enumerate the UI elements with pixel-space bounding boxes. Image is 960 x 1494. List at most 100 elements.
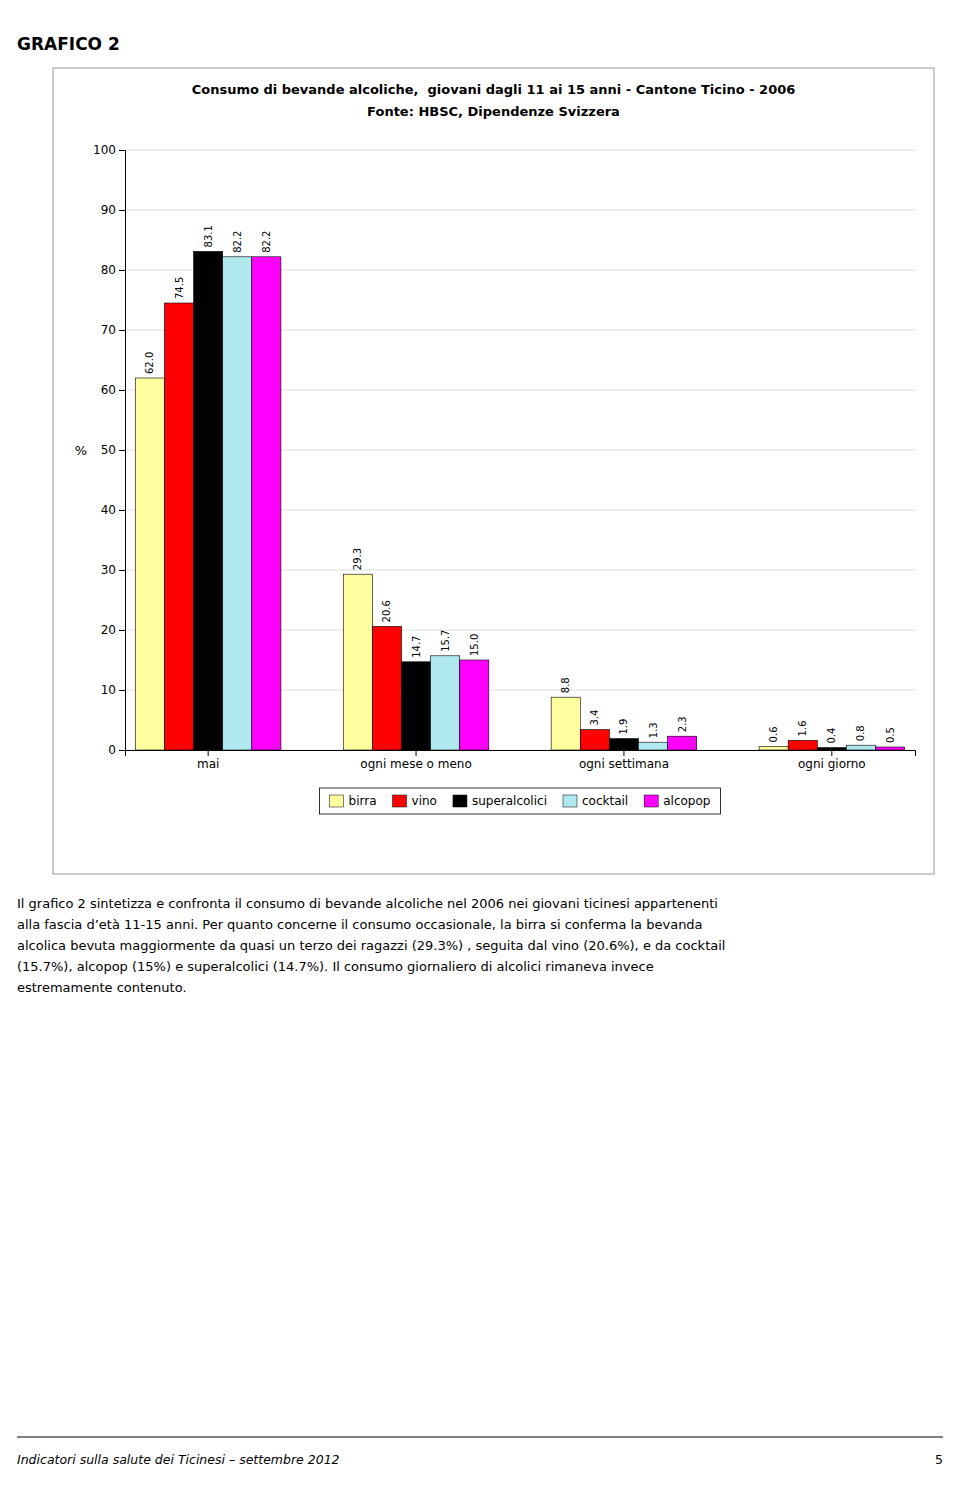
bar (252, 257, 281, 750)
body-text: Il grafico 2 sintetizza e confronta il c… (17, 896, 725, 995)
legend-item: superalcolici (453, 794, 547, 808)
data-label: 0.8 (855, 725, 866, 741)
data-label: 62.0 (144, 352, 155, 374)
y-tick-label: 50 (101, 443, 116, 457)
legend-item: vino (393, 794, 437, 808)
y-tick-mark (119, 750, 125, 751)
y-tick: 40 (101, 503, 125, 517)
data-label: 83.1 (203, 225, 214, 247)
bar (846, 745, 875, 750)
body-line: Il grafico 2 sintetizza e confronta il c… (17, 896, 718, 911)
bar (668, 736, 697, 750)
legend-item: birra (330, 794, 377, 808)
y-tick-label: 70 (101, 323, 116, 337)
bar-series (194, 251, 847, 750)
data-label: 74.5 (174, 277, 185, 299)
y-axis-line (119, 151, 126, 751)
grid-line (125, 210, 915, 211)
y-tick-label: 100 (93, 143, 116, 157)
legend-label: cocktail (582, 794, 628, 808)
y-tick: 90 (101, 203, 125, 217)
bar (135, 378, 164, 750)
y-tick: 100 (93, 143, 125, 157)
data-label: 14.7 (411, 636, 422, 658)
y-tick-mark (119, 270, 125, 271)
y-tick-label: 80 (101, 263, 116, 277)
bar (372, 626, 401, 750)
bar-series (223, 257, 876, 750)
y-axis: 0 10 20 30 40 50 60 70 80 90 100 (93, 143, 125, 757)
y-tick: 80 (101, 263, 125, 277)
y-tick: 20 (101, 623, 125, 637)
x-axis-line (126, 751, 916, 757)
y-axis-label: % (75, 443, 87, 458)
data-label: 82.2 (261, 231, 272, 253)
y-tick: 50 (101, 443, 125, 457)
y-tick-mark (119, 450, 125, 451)
bar (460, 660, 489, 750)
data-label: 29.3 (352, 548, 363, 570)
y-tick-label: 0 (108, 743, 116, 757)
y-tick: 0 (108, 743, 125, 757)
footer-text: Indicatori sulla salute dei Ticinesi – s… (17, 1452, 340, 1467)
data-label: 8.8 (560, 677, 571, 693)
bar (343, 574, 372, 750)
y-tick: 10 (101, 683, 125, 697)
legend-label: vino (412, 794, 437, 808)
legend-swatch (393, 795, 407, 807)
bar (639, 742, 668, 750)
bar (431, 656, 460, 750)
x-tick-label: mai (197, 757, 219, 771)
body-line: alla fascia d’età 11-15 anni. Per quanto… (17, 917, 703, 932)
bar (609, 739, 638, 750)
legend-swatch (644, 795, 658, 807)
legend-item: alcopop (644, 794, 710, 808)
legend-swatch (453, 795, 467, 807)
data-label: 1.3 (648, 722, 659, 738)
y-tick-mark (119, 510, 125, 511)
legend-label: birra (349, 794, 377, 808)
bar (194, 251, 223, 750)
bars (135, 251, 904, 750)
y-tick-mark (119, 210, 125, 211)
grid-line (125, 150, 915, 151)
plot: 62.029.38.80.674.520.63.41.683.114.71.90… (75, 143, 916, 770)
legend-item: cocktail (563, 794, 628, 808)
y-tick-label: 30 (101, 563, 116, 577)
data-label: 0.5 (885, 727, 896, 743)
y-tick-label: 10 (101, 683, 116, 697)
y-tick-label: 20 (101, 623, 116, 637)
bar (580, 730, 609, 750)
y-tick: 60 (101, 383, 125, 397)
bar (165, 303, 194, 750)
chart-frame (53, 68, 934, 874)
x-axis: maiogni mese o menoogni settimanaogni gi… (126, 750, 916, 771)
data-label: 0.4 (826, 728, 837, 744)
y-tick-label: 40 (101, 503, 116, 517)
bar (223, 257, 252, 750)
chart-subtitle: Fonte: HBSC, Dipendenze Svizzera (367, 104, 620, 119)
x-tick-mark (208, 750, 209, 756)
footer-rule (17, 1437, 943, 1438)
data-label: 1.9 (618, 719, 629, 735)
x-tick: ogni mese o meno (360, 750, 471, 771)
body-line: (15.7%), alcopop (15%) e superalcolici (… (17, 959, 654, 974)
x-tick-label: ogni giorno (798, 757, 866, 771)
data-labels: 62.029.38.80.674.520.63.41.683.114.71.90… (144, 225, 895, 743)
y-tick-label: 60 (101, 383, 116, 397)
bar-series (252, 257, 905, 750)
legend-label: alcopop (663, 794, 710, 808)
y-tick-mark (119, 330, 125, 331)
bar (551, 697, 580, 750)
page: GRAFICO 2Consumo di bevande alcoliche, g… (0, 0, 960, 1494)
data-label: 20.6 (381, 600, 392, 622)
y-tick-mark (119, 390, 125, 391)
y-tick-mark (119, 690, 125, 691)
y-tick-mark (119, 150, 125, 151)
data-label: 82.2 (232, 231, 243, 253)
x-tick: ogni giorno (798, 750, 866, 771)
data-label: 0.6 (768, 726, 779, 742)
data-label: 2.3 (677, 716, 688, 732)
bar (817, 748, 846, 750)
data-label: 1.6 (797, 720, 808, 736)
